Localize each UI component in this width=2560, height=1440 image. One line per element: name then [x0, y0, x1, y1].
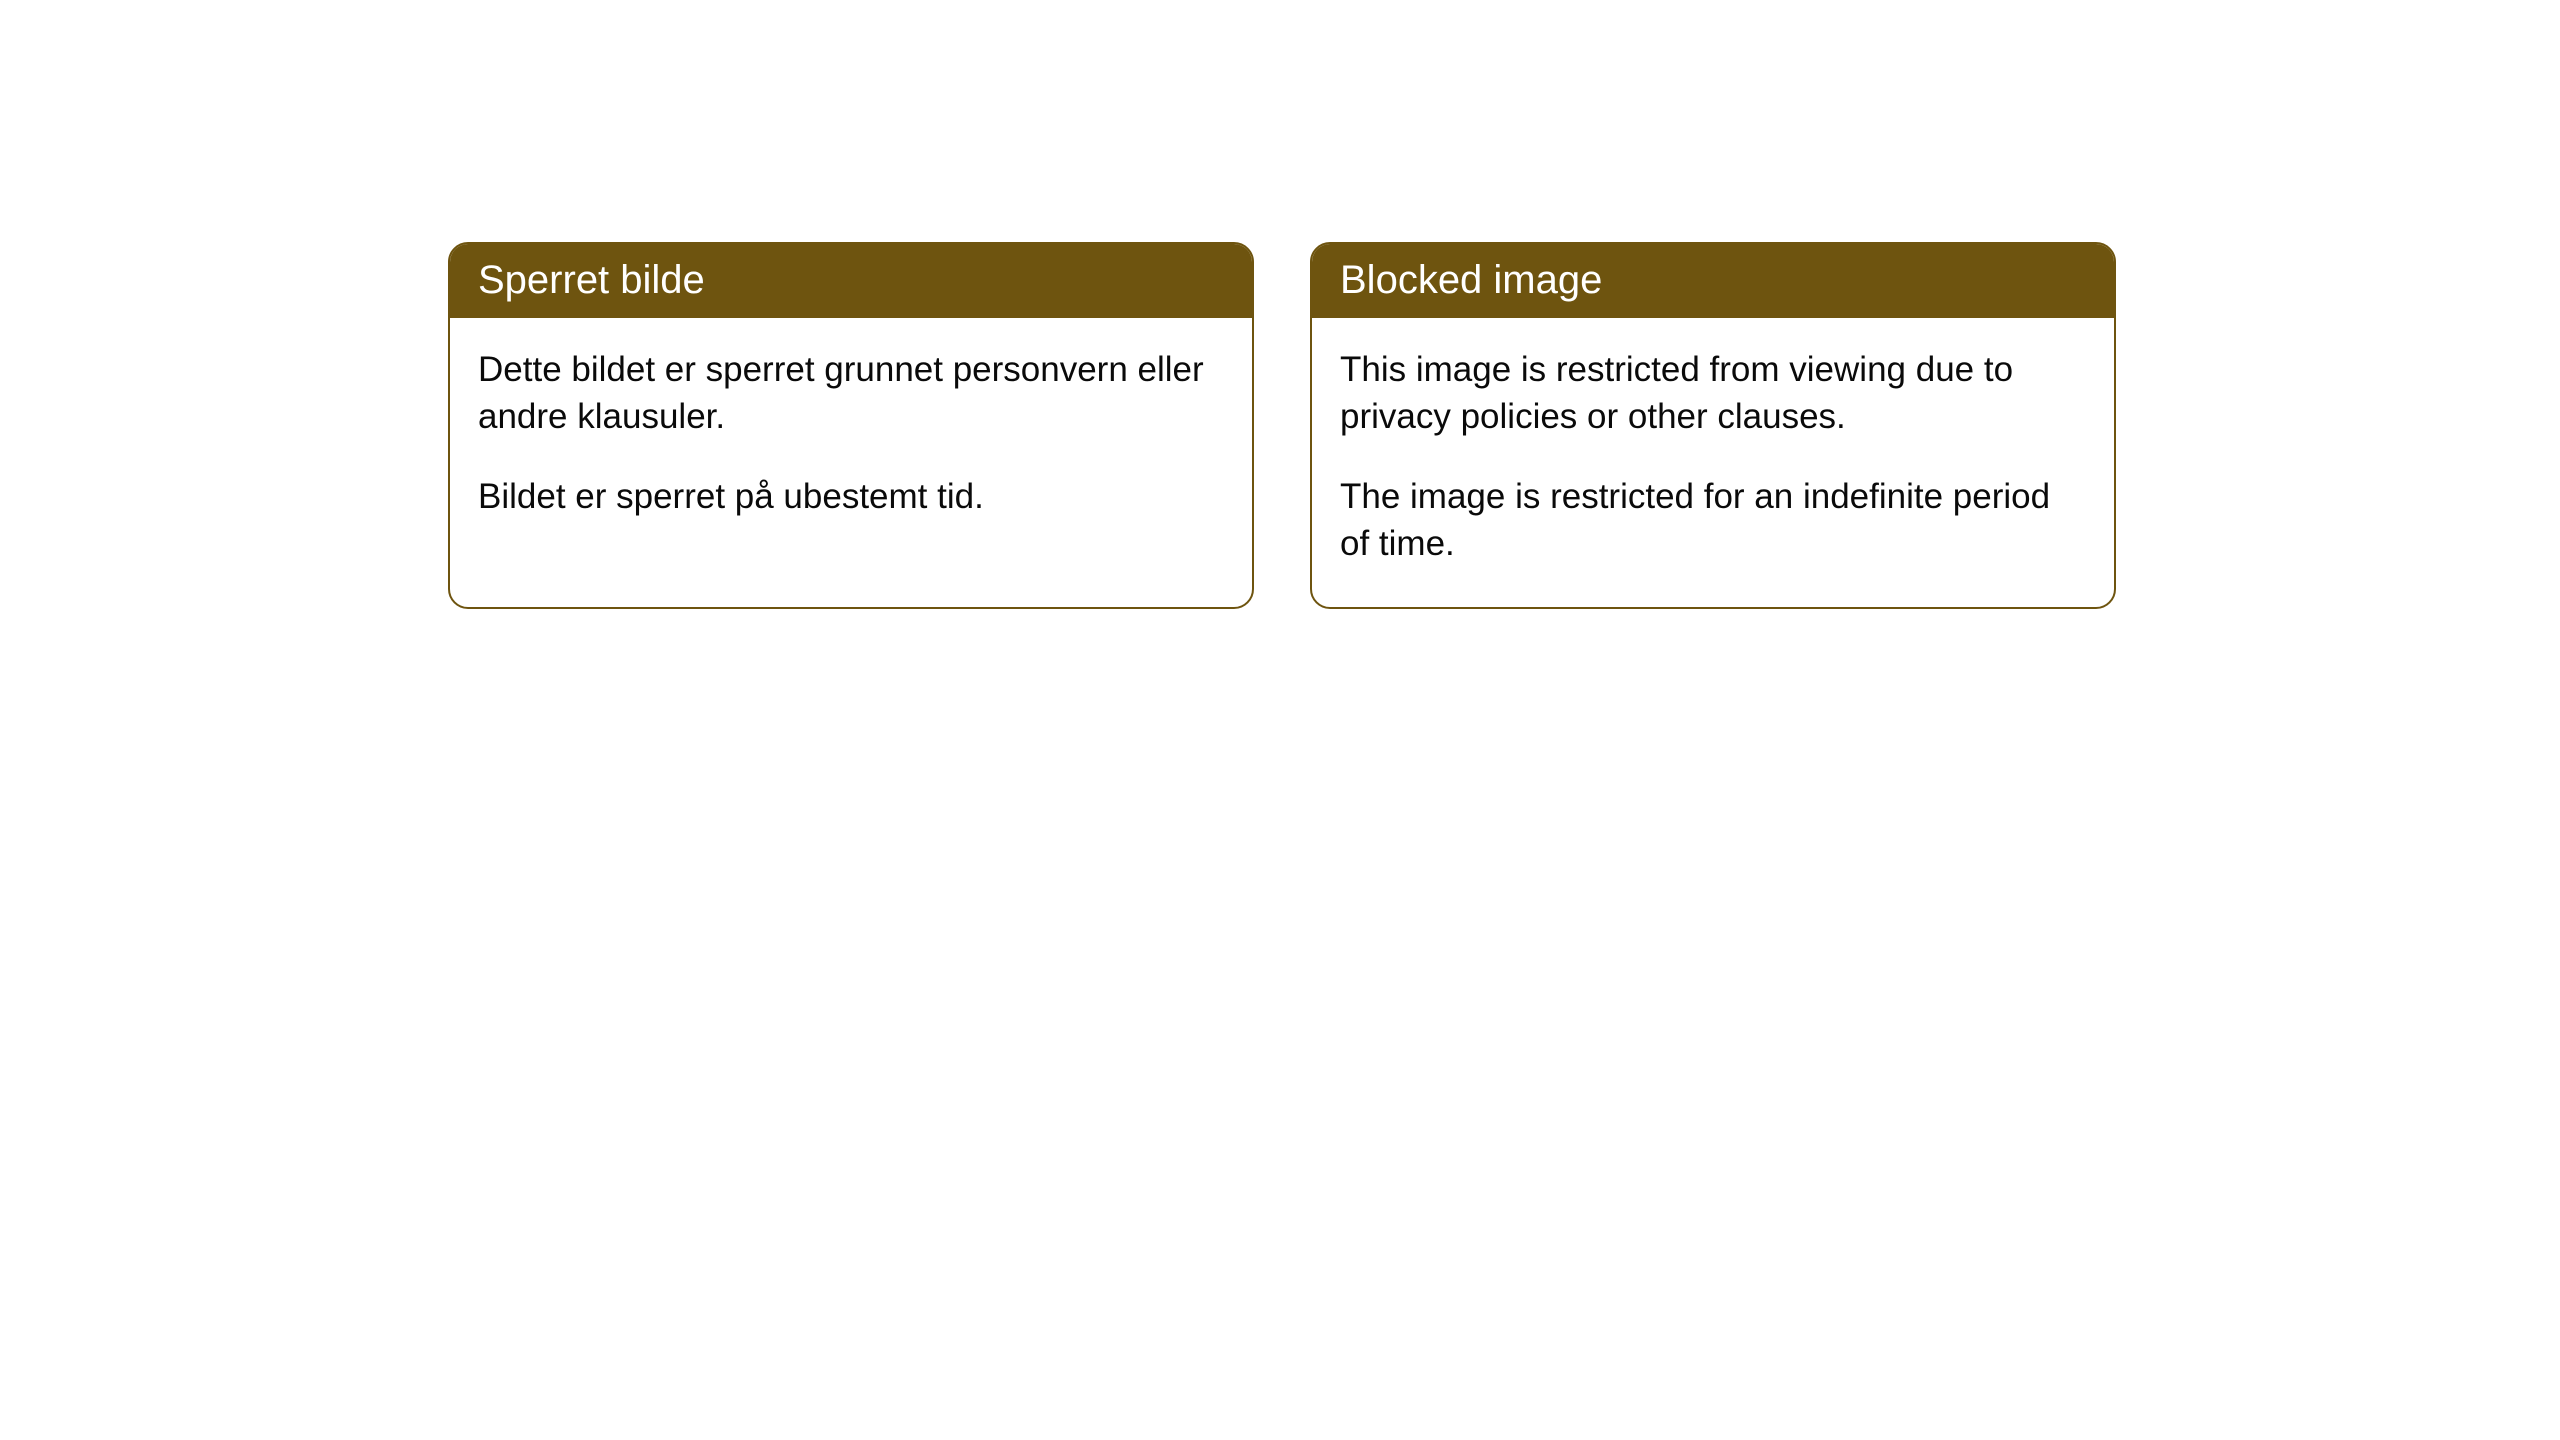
card-body: Dette bildet er sperret grunnet personve…: [450, 318, 1252, 560]
card-paragraph: Dette bildet er sperret grunnet personve…: [478, 346, 1224, 441]
card-body: This image is restricted from viewing du…: [1312, 318, 2114, 607]
blocked-image-card-no: Sperret bilde Dette bildet er sperret gr…: [448, 242, 1254, 609]
card-paragraph: The image is restricted for an indefinit…: [1340, 473, 2086, 568]
card-paragraph: Bildet er sperret på ubestemt tid.: [478, 473, 1224, 520]
card-header: Sperret bilde: [450, 244, 1252, 318]
blocked-image-card-en: Blocked image This image is restricted f…: [1310, 242, 2116, 609]
card-header: Blocked image: [1312, 244, 2114, 318]
notice-cards-container: Sperret bilde Dette bildet er sperret gr…: [0, 0, 2560, 609]
card-paragraph: This image is restricted from viewing du…: [1340, 346, 2086, 441]
